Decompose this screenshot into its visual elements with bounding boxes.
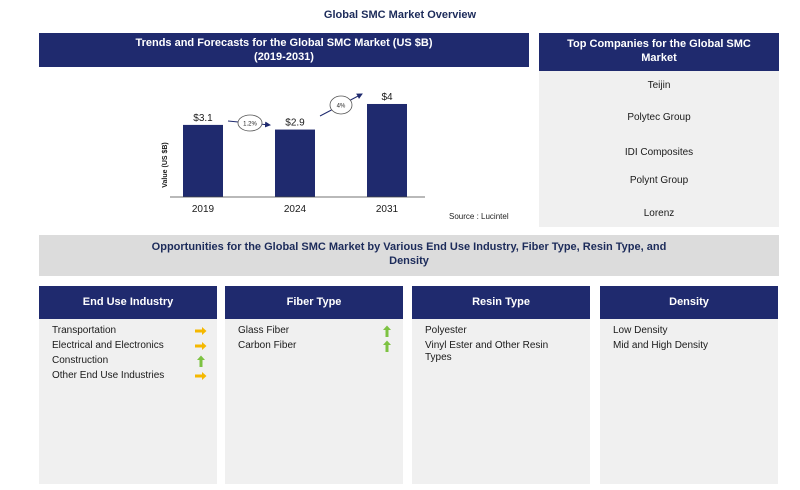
opportunities-line2: Density	[389, 255, 429, 267]
segment-body: Transportation Electrical and Electronics…	[39, 319, 217, 484]
trends-header-line2: (2019-2031)	[254, 51, 314, 63]
x-tick-2031: 2031	[376, 204, 399, 215]
segment-item: Glass Fiber	[225, 325, 403, 337]
segment-header: Resin Type	[412, 286, 590, 319]
segment-header: Density	[600, 286, 778, 319]
bar-2031	[367, 103, 407, 197]
x-tick-2024: 2024	[284, 204, 307, 215]
segment-item: Other End Use Industries	[39, 370, 217, 382]
up-arrow-icon	[383, 325, 391, 337]
trends-header: Trends and Forecasts for the Global SMC …	[39, 33, 529, 67]
company-item: Teijin	[647, 80, 671, 91]
segment-header: End Use Industry	[39, 286, 217, 319]
segment-body: Polyester Vinyl Ester and Other Resin Typ…	[412, 319, 590, 484]
segment-item-label: Transportation	[52, 325, 117, 336]
segment-end-use-industry: End Use Industry Transportation Electrical…	[39, 286, 217, 484]
segment-item-label: Vinyl Ester and Other Resin Types	[425, 340, 549, 363]
companies-header-line1: Top Companies for the Global SMC	[567, 38, 751, 50]
segment-item: Transportation	[39, 325, 217, 337]
segment-item: Mid and High Density	[600, 340, 778, 352]
page-title: Global SMC Market Overview	[323, 9, 477, 21]
growth-label-1: 1.2%	[243, 122, 257, 128]
segment-item-label: Polyester	[425, 325, 467, 336]
source-note: Source : Lucintel	[449, 212, 509, 221]
up-arrow-icon	[383, 340, 391, 352]
growth-label-2: 4%	[337, 104, 346, 110]
segment-item-label: Electrical and Electronics	[52, 340, 164, 351]
segment-item-label: Low Density	[613, 325, 668, 336]
opportunities-banner: Opportunities for the Global SMC Market …	[39, 235, 779, 276]
segment-header: Fiber Type	[225, 286, 403, 319]
segment-item: Electrical and Electronics	[39, 340, 217, 352]
segment-item-label: Mid and High Density	[613, 340, 709, 351]
bar-2024	[275, 129, 315, 197]
up-arrow-icon	[197, 355, 205, 367]
segment-item-label: Construction	[52, 355, 109, 366]
flat-arrow-icon	[195, 327, 207, 335]
trends-header-line1: Trends and Forecasts for the Global SMC …	[135, 37, 433, 49]
value-label-2024: $2.9	[285, 118, 305, 129]
company-item: Polytec Group	[627, 112, 691, 123]
flat-arrow-icon	[195, 372, 207, 380]
segment-fiber-type: Fiber Type Glass Fiber Carbon Fiber	[225, 286, 403, 484]
segment-item: Low Density	[600, 325, 778, 337]
companies-header: Top Companies for the Global SMC Market	[539, 33, 779, 71]
segment-density: Density Low Density Mid and High Density	[600, 286, 778, 484]
segment-body: Glass Fiber Carbon Fiber	[225, 319, 403, 484]
segment-item-label: Other End Use Industries	[52, 370, 165, 381]
flat-arrow-icon	[195, 342, 207, 350]
segment-item: Construction	[39, 355, 217, 367]
opportunities-line1: Opportunities for the Global SMC Market …	[151, 241, 667, 253]
segment-body: Low Density Mid and High Density	[600, 319, 778, 484]
segment-item: Vinyl Ester and Other Resin Types	[412, 340, 590, 364]
value-label-2031: $4	[381, 92, 393, 103]
company-item: IDI Composites	[624, 147, 694, 158]
company-item: Lorenz	[643, 208, 675, 219]
x-tick-2019: 2019	[192, 204, 215, 215]
y-axis-label: Value (US $B)	[162, 142, 169, 188]
company-item: Polynt Group	[629, 175, 689, 186]
market-bar-chart: Value (US $B) $3.1 2019 $2.9 2024 $4 2031 1.2% 4…	[162, 92, 425, 215]
companies-header-line2: Market	[641, 52, 677, 64]
segment-item-label: Carbon Fiber	[238, 340, 297, 351]
segment-resin-type: Resin Type Polyester Vinyl Ester and Other…	[412, 286, 590, 484]
growth-bubble-2	[329, 95, 353, 115]
segment-item: Carbon Fiber	[225, 340, 403, 352]
companies-panel: Teijin Polytec Group IDI Composites Poly…	[539, 71, 779, 227]
segment-item-label: Glass Fiber	[238, 325, 290, 336]
bar-2019	[183, 124, 223, 197]
value-label-2019: $3.1	[193, 113, 213, 124]
segment-item: Polyester	[412, 325, 590, 337]
growth-bubble-1	[237, 114, 263, 132]
